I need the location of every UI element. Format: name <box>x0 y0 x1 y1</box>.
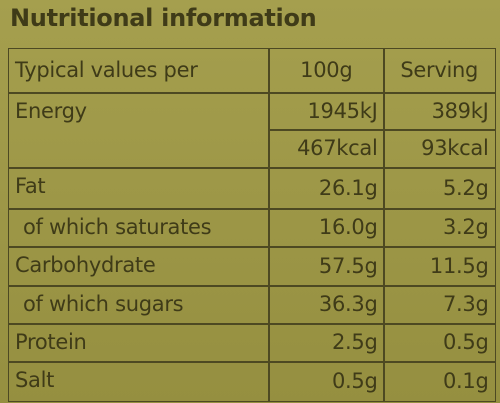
row-label: Carbohydrate <box>8 246 270 287</box>
row-label: Energy <box>8 92 270 169</box>
value-cell: 2.5g <box>268 323 385 363</box>
value-cell: 11.5g <box>383 246 496 287</box>
row-label: Protein <box>8 323 270 363</box>
column-header: Serving <box>383 48 496 94</box>
row-label: Salt <box>8 361 270 402</box>
label-title: Nutritional information <box>10 4 317 32</box>
value-cell: 7.3g <box>383 285 496 325</box>
value-cell: 5.2g <box>383 167 496 210</box>
value-cell: 57.5g <box>268 246 385 287</box>
row-label: Fat <box>8 167 270 210</box>
value-cell: 1945kJ <box>268 92 385 131</box>
value-cell: 26.1g <box>268 167 385 210</box>
column-header: 100g <box>268 48 385 94</box>
value-cell: 389kJ <box>383 92 496 131</box>
value-cell: 16.0g <box>268 208 385 248</box>
column-header: Typical values per <box>8 48 270 94</box>
row-label: of which sugars <box>8 285 270 325</box>
row-label: of which saturates <box>8 208 270 248</box>
value-cell: 3.2g <box>383 208 496 248</box>
value-cell: 36.3g <box>268 285 385 325</box>
value-cell: 0.5g <box>383 323 496 363</box>
value-cell: 93kcal <box>383 129 496 169</box>
value-cell: 0.1g <box>383 361 496 402</box>
value-cell: 467kcal <box>268 129 385 169</box>
value-cell: 0.5g <box>268 361 385 402</box>
